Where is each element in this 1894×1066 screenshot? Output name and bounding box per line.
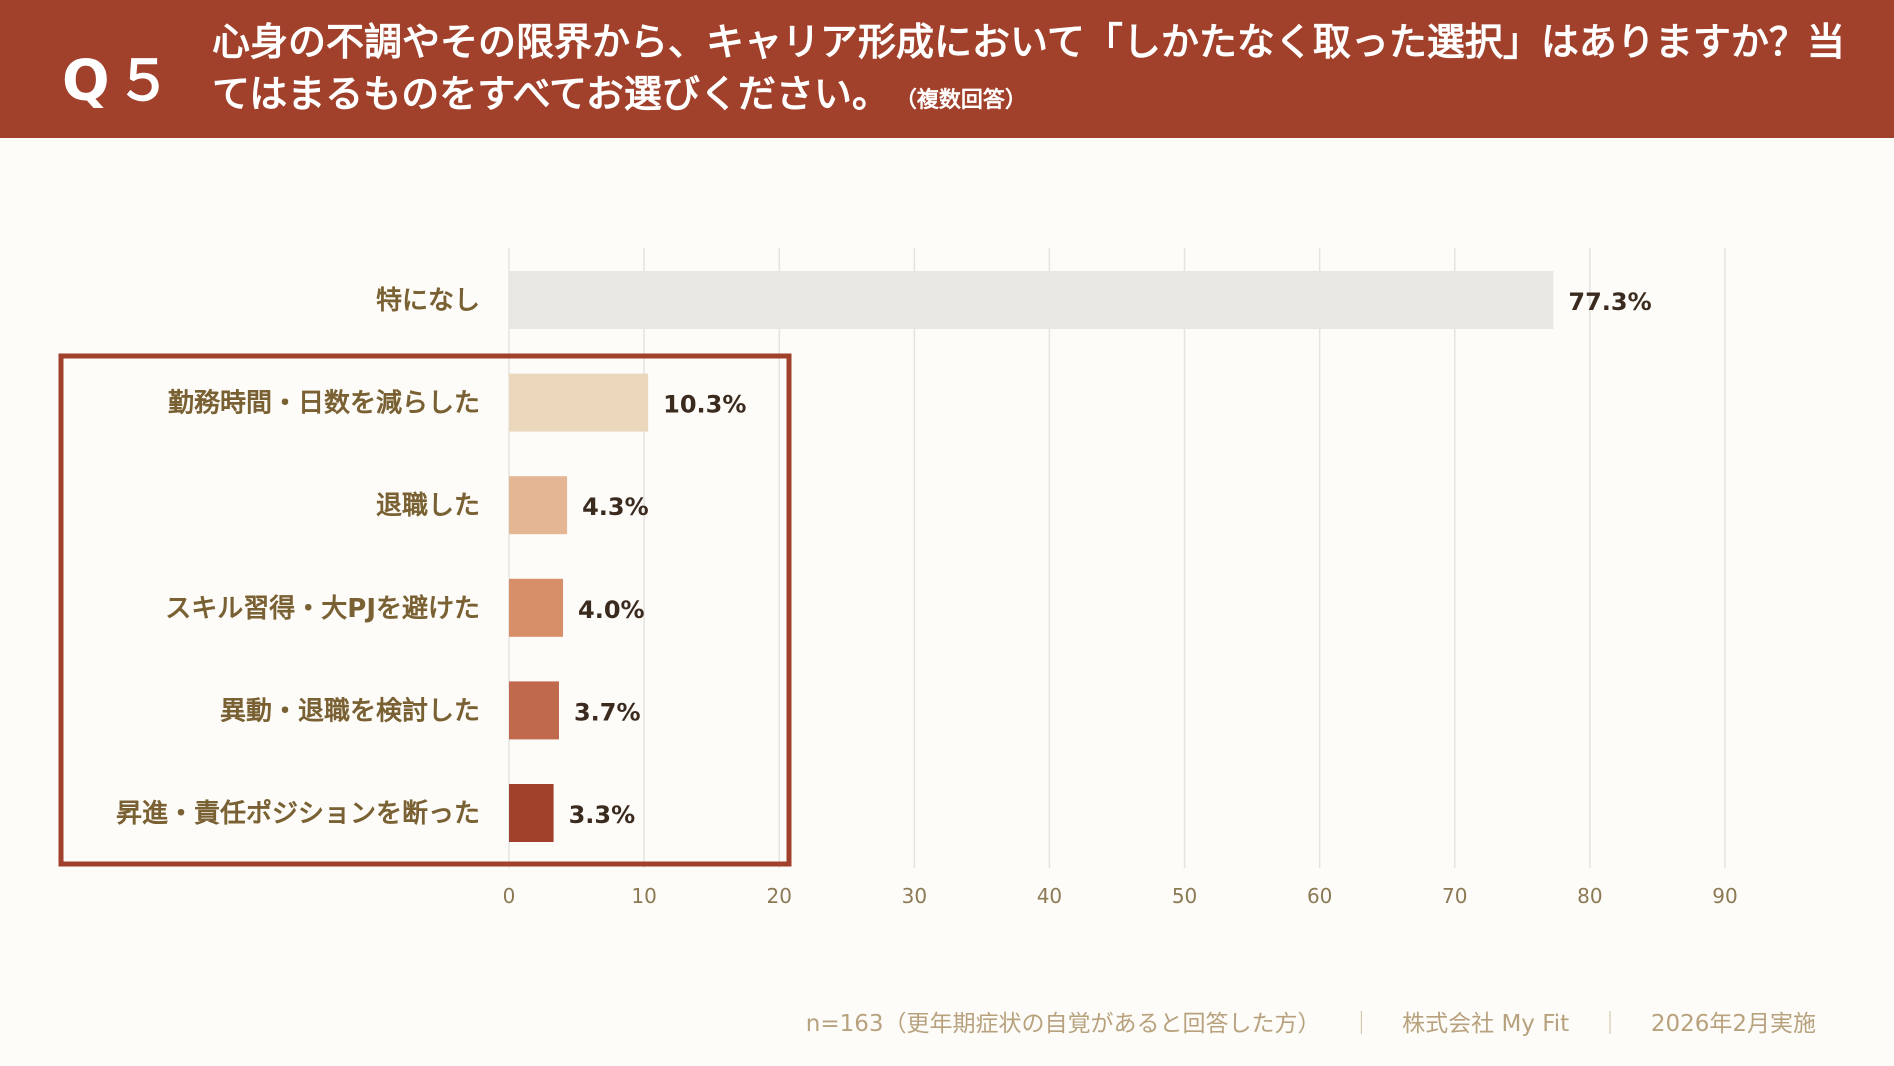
- bar-2: [509, 476, 568, 535]
- x-tick-label-40: 40: [1037, 884, 1062, 908]
- bar-0: [509, 271, 1554, 329]
- multiple-answer-note: （複数回答）: [905, 88, 1027, 113]
- question-text: 心身の不調やその限界から、キャリア形成において「しかたなく取った選択」はあります…: [212, 20, 1845, 116]
- x-tick-label-70: 70: [1442, 884, 1467, 908]
- footer-date: 2026年2月実施: [1650, 1011, 1816, 1037]
- category-label-3: スキル習得・大PJを避けた: [165, 593, 480, 624]
- x-tick-label-80: 80: [1577, 884, 1602, 908]
- value-label-5: 3.3%: [569, 801, 636, 829]
- value-label-1: 10.3%: [663, 391, 746, 419]
- value-label-2: 4.3%: [582, 493, 649, 521]
- x-tick-label-0: 0: [503, 884, 516, 908]
- footer-company: 株式会社 My Fit: [1402, 1011, 1570, 1037]
- x-tick-label-50: 50: [1172, 884, 1197, 908]
- value-label-0: 77.3%: [1568, 288, 1651, 316]
- footer-separator-1: ｜: [1349, 1011, 1373, 1037]
- footer-sample: n=163（更年期症状の自覚があると回答した方）: [805, 1011, 1321, 1037]
- x-tick-label-10: 10: [631, 884, 656, 908]
- category-label-5: 昇進・責任ポジションを断った: [116, 798, 480, 829]
- footer-separator-2: ｜: [1598, 1011, 1622, 1037]
- footer: n=163（更年期症状の自覚があると回答した方） ｜ 株式会社 My Fit ｜…: [806, 1004, 1816, 1038]
- x-tick-label-30: 30: [902, 884, 927, 908]
- highlight-box: [58, 353, 792, 867]
- question-number: Q５: [62, 49, 178, 114]
- bar-4: [509, 681, 559, 740]
- bar-3: [509, 578, 564, 637]
- category-label-4: 異動・退職を検討した: [220, 695, 480, 726]
- value-label-3: 4.0%: [578, 596, 645, 624]
- x-tick-label-60: 60: [1307, 884, 1332, 908]
- x-tick-label-90: 90: [1712, 884, 1737, 908]
- x-tick-label-20: 20: [766, 884, 791, 908]
- bar-5: [509, 784, 554, 842]
- category-label-1: 勤務時間・日数を減らした: [168, 389, 480, 419]
- bar-1: [509, 373, 649, 432]
- header-banner: Q５ 心身の不調やその限界から、キャリア形成において「しかたなく取った選択」はあ…: [0, 0, 1894, 138]
- question-title: 心身の不調やその限界から、キャリア形成において「しかたなく取った選択」はあります…: [212, 16, 1852, 127]
- category-label-2: 退職した: [376, 491, 480, 521]
- value-label-4: 3.7%: [574, 698, 641, 726]
- category-label-0: 特になし: [376, 285, 480, 316]
